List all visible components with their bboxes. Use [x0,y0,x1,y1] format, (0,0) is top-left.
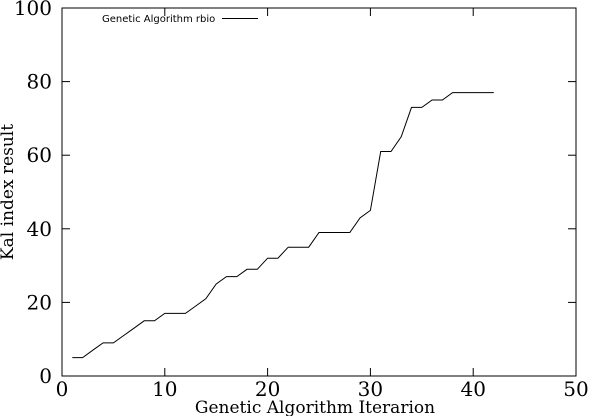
y-tick-label: 60 [27,143,52,167]
y-tick-label: 100 [14,0,52,20]
y-tick-label: 40 [27,217,52,241]
plot-frame [61,7,577,377]
tick-labels: 0 10 20 30 40 50 0 20 40 60 80 100 [14,0,589,401]
series-layer [72,92,494,359]
legend: Genetic Algorithm rbio [102,14,258,25]
y-tick-label: 80 [27,70,52,94]
x-tick-label: 50 [563,377,588,401]
y-axis-title: Kal index result [0,124,18,260]
x-tick-label: 30 [358,377,383,401]
y-tick-label: 0 [39,364,52,388]
y-tick-label: 20 [27,290,52,314]
legend-label: Genetic Algorithm rbio [102,14,215,25]
x-tick-label: 20 [255,377,280,401]
x-tick-label: 40 [460,377,485,401]
x-tick-label: 0 [56,377,69,401]
axis-ticks [61,7,577,377]
x-tick-label: 10 [152,377,177,401]
series-line [72,92,494,359]
x-axis-title: Genetic Algorithm Iterarion [195,398,435,416]
